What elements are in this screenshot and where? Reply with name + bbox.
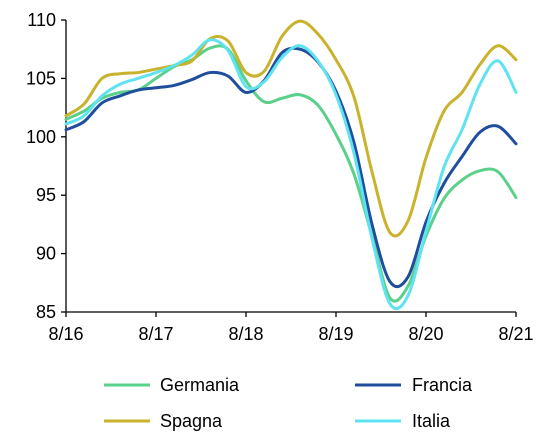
x-tick-label: 8/19	[318, 324, 353, 344]
series-line-italia	[64, 38, 518, 311]
x-tick-label: 8/17	[138, 324, 173, 344]
axes	[65, 20, 516, 313]
y-tick-label: 110	[27, 10, 56, 30]
series-line-francia	[64, 46, 518, 289]
series-line-spagna	[64, 19, 518, 238]
x-tick-label: 8/16	[48, 324, 83, 344]
y-ticks: 85 90 95 100 105 110	[26, 10, 66, 322]
y-tick-label: 90	[36, 244, 56, 264]
legend: Germania Francia Spagna Italia	[104, 375, 473, 431]
x-ticks: 8/16 8/17 8/18 8/19 8/20 8/21	[48, 312, 534, 344]
x-tick-label: 8/18	[228, 324, 263, 344]
legend-label-italia: Italia	[412, 411, 451, 431]
x-tick-label: 8/21	[498, 324, 533, 344]
legend-label-francia: Francia	[412, 375, 473, 395]
x-tick-label: 8/20	[408, 324, 443, 344]
y-tick-label: 100	[26, 127, 56, 147]
y-tick-label: 95	[36, 185, 56, 205]
legend-label-germania: Germania	[160, 375, 240, 395]
series-layer	[64, 19, 518, 311]
legend-label-spagna: Spagna	[160, 411, 223, 431]
y-tick-label: 85	[36, 302, 56, 322]
y-tick-label: 105	[26, 68, 56, 88]
